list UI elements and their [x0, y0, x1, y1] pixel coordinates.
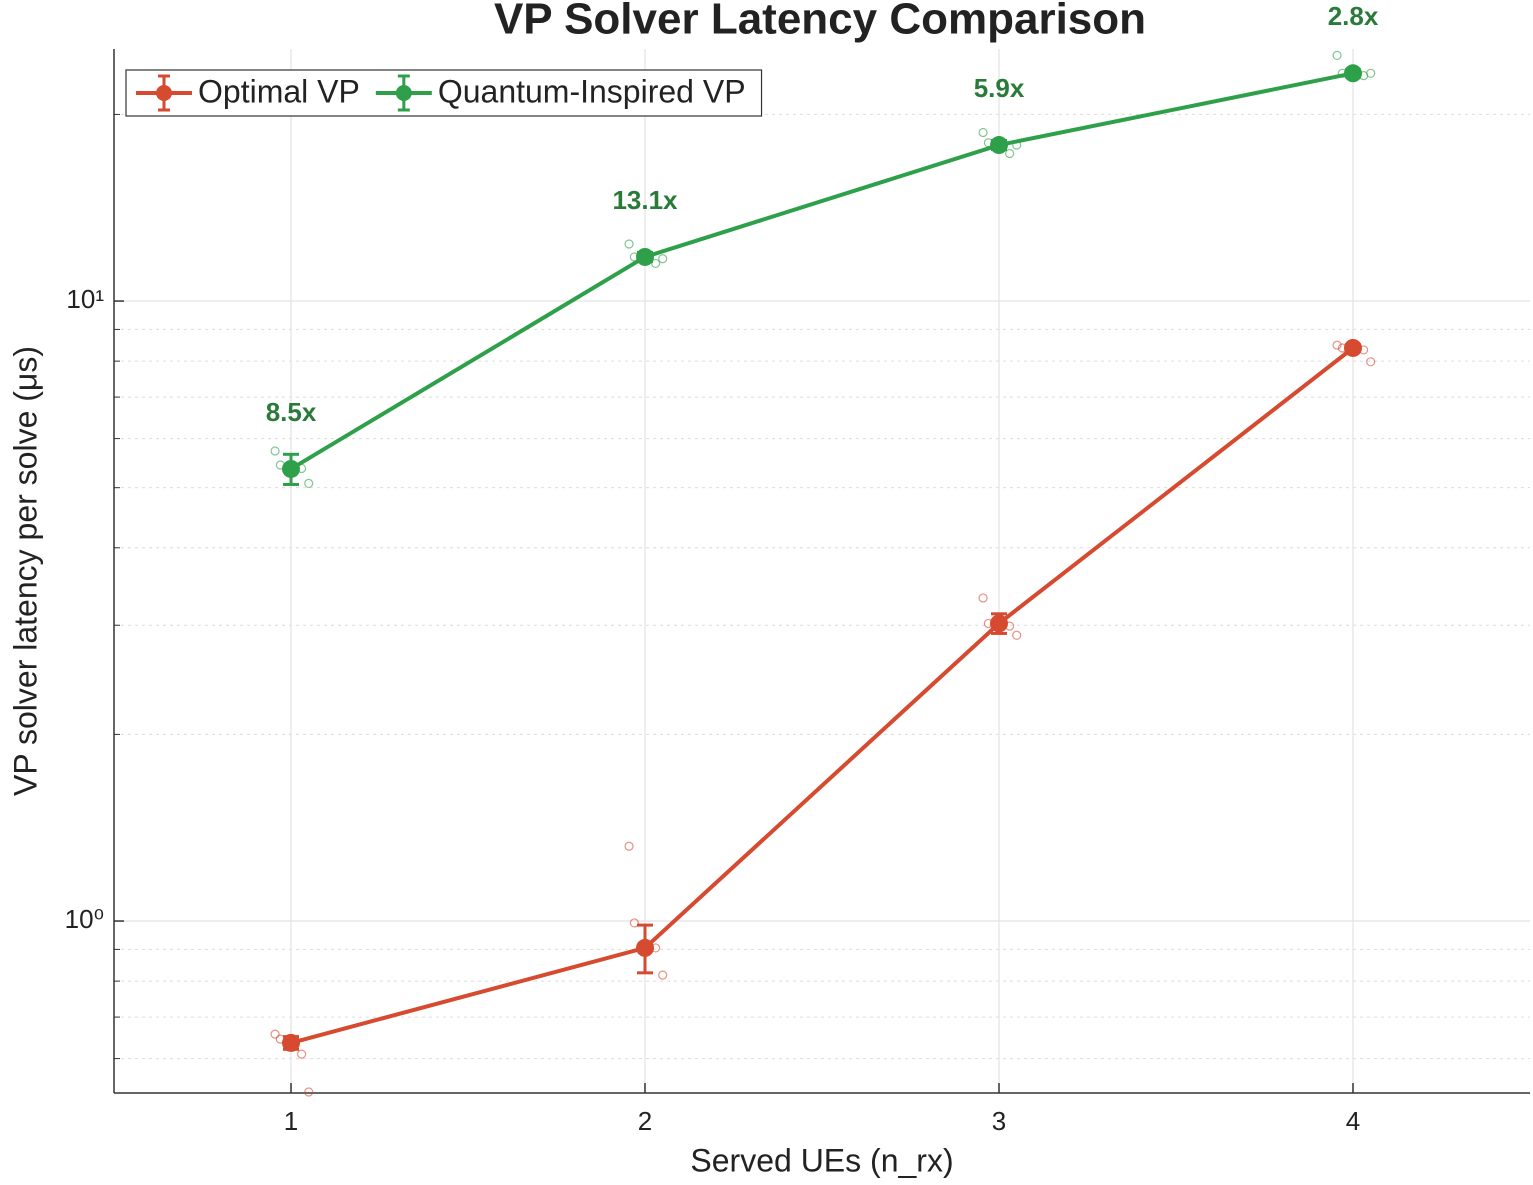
x-tick-label: 3: [992, 1106, 1006, 1136]
sample-point: [658, 970, 668, 980]
marker: [282, 459, 300, 478]
x-tick-label: 4: [1346, 1106, 1360, 1136]
x-tick-label: 1: [284, 1106, 298, 1136]
legend-marker: [156, 85, 172, 101]
marker: [990, 614, 1008, 633]
sample-point: [658, 254, 668, 264]
legend-marker: [395, 85, 412, 101]
y-axis-label: VP solver latency per solve (μs): [7, 346, 43, 796]
sample-point: [1332, 50, 1342, 61]
sample-point: [651, 258, 661, 269]
sample-point: [624, 239, 634, 249]
sample-point: [304, 1087, 314, 1097]
series-line: [289, 71, 1354, 471]
x-tick-label: 2: [638, 1106, 652, 1136]
sample-point: [629, 918, 639, 928]
y-tick-label: 10¹: [66, 284, 104, 314]
sample-point: [1005, 148, 1015, 159]
chart-title: VP Solver Latency Comparison: [494, 0, 1146, 44]
marker: [636, 938, 654, 957]
series-line: [290, 346, 1355, 1045]
sample-point: [1012, 630, 1022, 640]
y-tick-label: 10⁰: [65, 904, 104, 934]
sample-point: [978, 127, 988, 138]
sample-point: [1332, 340, 1342, 350]
marker: [1344, 338, 1362, 357]
legend-label: Optimal VP: [198, 73, 360, 109]
marker: [1344, 64, 1362, 83]
speedup-annotation: 13.1x: [612, 185, 678, 215]
sample-point: [304, 478, 314, 489]
marker: [282, 1033, 300, 1052]
speedup-annotation: 2.8x: [1328, 1, 1379, 31]
sample-point: [978, 593, 988, 603]
sample-point: [297, 1049, 307, 1059]
sample-point: [270, 446, 280, 456]
sample-point: [624, 841, 634, 851]
speedup-annotation: 8.5x: [266, 397, 317, 427]
sample-point: [1366, 68, 1376, 78]
marker: [990, 136, 1008, 155]
legend: Optimal VP Quantum-Inspired VP: [125, 69, 763, 117]
speedup-annotation: 5.9x: [974, 73, 1025, 103]
legend-box: [125, 69, 763, 117]
marker: [636, 247, 654, 266]
legend-label: Quantum-Inspired VP: [438, 73, 746, 109]
sample-point: [270, 1029, 280, 1039]
sample-point: [1366, 357, 1376, 367]
x-axis-label: Served UEs (n_rx): [690, 1142, 953, 1178]
